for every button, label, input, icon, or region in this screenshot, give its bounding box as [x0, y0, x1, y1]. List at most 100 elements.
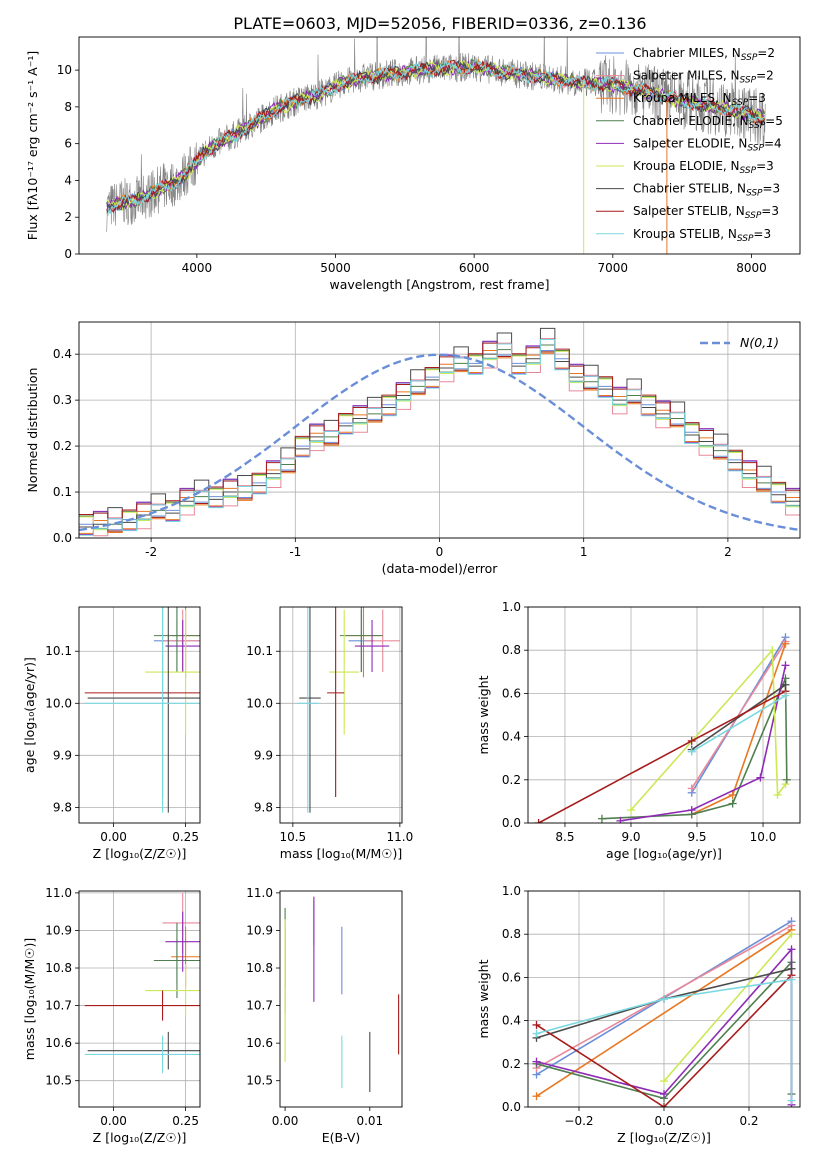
weight-line-2	[536, 929, 792, 1097]
y-tick-label: 0.2	[502, 773, 521, 787]
y-tick-label: 10.7	[45, 999, 72, 1013]
x-tick-label: 0.01	[356, 1114, 383, 1128]
x-tick-label: 6000	[459, 261, 490, 275]
axes-frame	[78, 606, 201, 824]
y-tick-label: 10.1	[246, 644, 273, 658]
y-tick-label: 0.4	[502, 730, 521, 744]
residuals-panel: -2 -1 0 1 2 0.0 0.1 0.2 0.3 0.4 (data-model)/error…	[25, 321, 801, 576]
y-tick-label: 9.8	[53, 800, 72, 814]
y-axis-label: mass weight	[476, 675, 491, 754]
x-tick-label: 0	[436, 545, 444, 559]
y-axis-label: mass weight	[476, 959, 491, 1038]
y-tick-label: 0.4	[53, 347, 72, 361]
axes-frame	[78, 890, 201, 1108]
axes-frame	[279, 890, 403, 1108]
histogram-series-7	[79, 342, 800, 532]
y-tick-label: 6	[64, 137, 72, 151]
x-tick-label: 9.5	[687, 830, 706, 844]
histogram-series-8	[79, 338, 800, 536]
weight-line-1	[691, 641, 787, 789]
plot-area	[84, 607, 200, 813]
x-tick-label: 8000	[736, 261, 767, 275]
x-tick-label: −0.2	[564, 1114, 593, 1128]
y-tick-label: 10.6	[45, 1036, 72, 1050]
x-tick-label: 9.0	[621, 830, 640, 844]
legend-label: N(0,1)	[740, 335, 779, 350]
x-axis-label: Z [log₁₀(Z/Z☉)]	[93, 846, 187, 861]
x-axis-label: Z [log₁₀(Z/Z☉)]	[93, 1130, 187, 1145]
y-tick-label: 0.8	[502, 927, 521, 941]
y-tick-label: 10.5	[246, 1074, 273, 1088]
y-tick-label: 0.0	[53, 531, 72, 545]
y-tick-label: 10.5	[45, 1074, 72, 1088]
y-tick-label: 0.1	[53, 485, 72, 499]
x-tick-label: 0.2	[739, 1114, 758, 1128]
plot-area	[84, 892, 200, 1074]
y-axis-label: mass [log₁₀(M/M☉)]	[22, 938, 37, 1060]
plot-area	[106, 37, 766, 254]
massweight-vs-metallicity-panel: −0.2 0.0 0.2 0.0 0.2 0.4 0.6 0.8 1.0 Z [log₁₀(Z/Z…	[476, 884, 801, 1145]
y-tick-label: 10	[57, 63, 72, 77]
plot-area	[534, 633, 791, 823]
y-tick-label: 0.6	[502, 686, 521, 700]
legend-label: Salpeter ELODIE, NSSP=4	[633, 136, 782, 153]
y-tick-label: 8	[64, 100, 72, 114]
y-tick-label: 0.2	[53, 439, 72, 453]
x-tick-label: 0.25	[172, 1114, 199, 1128]
y-tick-label: 10.9	[45, 923, 72, 937]
plot-area	[297, 607, 400, 813]
weight-line-4	[620, 665, 787, 822]
legend-label: Salpeter MILES, NSSP=2	[633, 69, 774, 86]
x-axis-label: age [log₁₀(age/yr)]	[606, 846, 722, 861]
y-tick-label: 10.9	[246, 923, 273, 937]
spectrum-panel: 4000 5000 6000 7000 8000 0 2 4 6 8 10 wavelength [A…	[25, 36, 801, 292]
y-tick-label: 10.6	[246, 1036, 273, 1050]
legend-label: Kroupa MILES, NSSP=3	[633, 91, 766, 108]
axes-frame	[527, 606, 801, 824]
x-tick-label: 0.0	[654, 1114, 673, 1128]
y-tick-label: 0.3	[53, 393, 72, 407]
y-tick-label: 0.0	[502, 816, 521, 830]
y-tick-label: 1.0	[502, 600, 521, 614]
plot-area	[79, 327, 800, 537]
weight-line-5	[630, 648, 787, 811]
x-tick-label: 7000	[598, 261, 629, 275]
weight-line-5	[663, 933, 793, 1082]
weight-line-6	[691, 684, 786, 751]
axes-frame	[279, 606, 403, 824]
legend-label: Kroupa STELIB, NSSP=3	[633, 227, 771, 244]
y-tick-label: 11.0	[45, 886, 72, 900]
x-axis-label: Z [log₁₀(Z/Z☉)]	[617, 1130, 711, 1145]
plot-area	[284, 896, 400, 1092]
y-tick-label: 0.2	[502, 1057, 521, 1071]
x-tick-label: 4000	[182, 261, 213, 275]
massweight-vs-age-panel: 8.5 9.0 9.5 10.0 0.0 0.2 0.4 0.6 0.8 1.0 age [log₁…	[476, 600, 801, 861]
model-spectrum-5	[106, 59, 765, 212]
model-spectrum-8	[106, 59, 765, 216]
y-tick-label: 4	[64, 173, 72, 187]
y-axis-label: age [log₁₀(age/yr)]	[22, 657, 37, 773]
axes-frame	[527, 890, 801, 1108]
x-tick-label: 0.25	[172, 830, 199, 844]
weight-line-7	[536, 974, 793, 1107]
y-tick-label: 9.9	[53, 748, 72, 762]
x-axis-label: mass [log₁₀(M/M☉)]	[280, 846, 402, 861]
y-tick-label: 10.8	[246, 961, 273, 975]
y-tick-label: 9.9	[254, 748, 273, 762]
y-tick-label: 1.0	[502, 884, 521, 898]
weight-line-7	[538, 690, 786, 823]
y-tick-label: 9.8	[254, 800, 273, 814]
x-tick-label: 10.5	[279, 830, 306, 844]
legend-label: Chabrier ELODIE, NSSP=5	[633, 114, 783, 131]
y-tick-label: 0.4	[502, 1014, 521, 1028]
x-tick-label: 8.5	[555, 830, 574, 844]
y-tick-label: 0.0	[502, 1100, 521, 1114]
x-tick-label: 0.00	[100, 1114, 127, 1128]
gaussian-reference-curve	[79, 353, 800, 532]
legend: Chabrier MILES, NSSP=2 Salpeter MILES, NS…	[596, 46, 783, 244]
x-tick-label: 2	[724, 545, 732, 559]
x-tick-label: 11.0	[387, 830, 414, 844]
x-tick-label: -1	[289, 545, 301, 559]
y-tick-label: 0.8	[502, 643, 521, 657]
